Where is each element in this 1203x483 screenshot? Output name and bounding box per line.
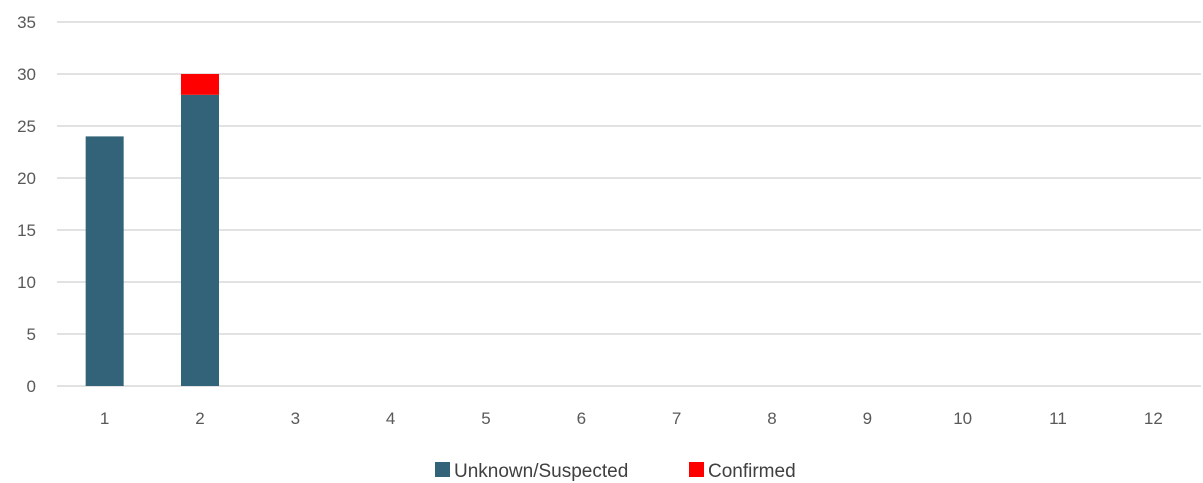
legend-swatch bbox=[689, 462, 704, 477]
y-tick-label: 15 bbox=[17, 221, 36, 240]
x-tick-label: 9 bbox=[863, 409, 872, 428]
gridlines bbox=[57, 21, 1201, 387]
x-tick-label: 3 bbox=[291, 409, 300, 428]
y-axis-tick-labels: 0 5 10 15 20 25 30 35 bbox=[17, 13, 36, 396]
legend-swatch bbox=[435, 462, 450, 477]
legend-label: Confirmed bbox=[708, 461, 796, 482]
x-axis-tick-labels: 1 2 3 4 5 6 7 8 9 10 11 12 bbox=[100, 409, 1163, 428]
y-tick-label: 35 bbox=[17, 13, 36, 32]
x-tick-label: 2 bbox=[195, 409, 204, 428]
x-tick-label: 8 bbox=[767, 409, 776, 428]
x-tick-label: 4 bbox=[386, 409, 395, 428]
x-tick-label: 11 bbox=[1049, 409, 1067, 428]
x-tick-label: 1 bbox=[100, 409, 109, 428]
bar-confirmed-2 bbox=[181, 74, 219, 95]
bar-unknown-suspected-1 bbox=[85, 136, 124, 386]
x-tick-label: 7 bbox=[672, 409, 681, 428]
x-tick-label: 10 bbox=[953, 409, 972, 428]
x-tick-label: 6 bbox=[577, 409, 586, 428]
y-tick-label: 20 bbox=[17, 169, 36, 188]
x-tick-label: 12 bbox=[1144, 409, 1163, 428]
x-tick-label: 5 bbox=[481, 409, 490, 428]
bar-unknown-suspected-2 bbox=[181, 94, 219, 387]
y-tick-label: 10 bbox=[17, 273, 36, 292]
legend-label: Unknown/Suspected bbox=[454, 461, 628, 482]
y-tick-label: 5 bbox=[27, 325, 36, 344]
y-tick-label: 25 bbox=[17, 117, 36, 136]
y-tick-label: 0 bbox=[27, 377, 36, 396]
y-tick-label: 30 bbox=[17, 65, 36, 84]
legend: Unknown/Suspected Confirmed bbox=[435, 461, 796, 482]
bars bbox=[85, 74, 219, 387]
